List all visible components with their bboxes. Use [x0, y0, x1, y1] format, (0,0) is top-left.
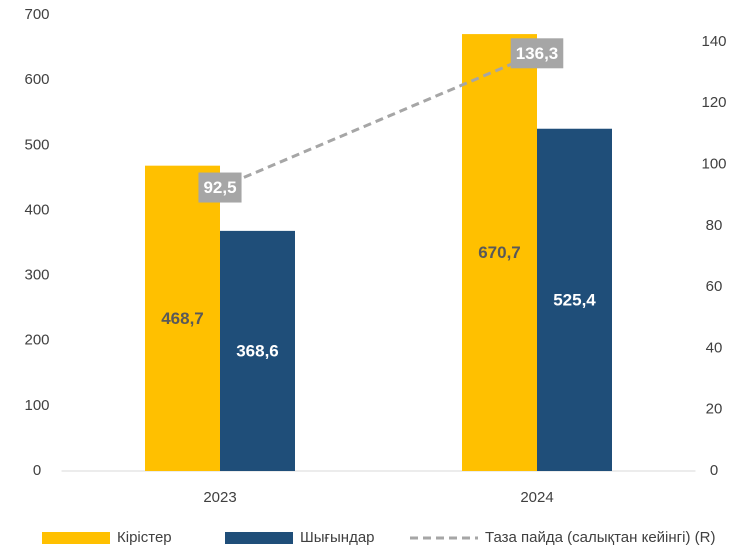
bar: [145, 165, 220, 472]
line-label-box: [510, 38, 564, 69]
legend-label: Шығындар: [300, 529, 375, 546]
bar-label: 368,6: [236, 341, 279, 360]
x-tick-label: 2024: [520, 489, 553, 506]
y2-tick-label: 140: [701, 33, 726, 50]
y-tick-label: 200: [24, 332, 49, 349]
y-tick-label: 400: [24, 201, 49, 218]
y2-tick-label: 20: [706, 401, 723, 418]
legend-label: Кірістер: [117, 529, 172, 546]
y2-tick-label: 40: [706, 339, 723, 356]
y-tick-label: 300: [24, 267, 49, 284]
bar: [220, 230, 295, 471]
bar-label: 670,7: [478, 243, 521, 262]
y2-tick-label: 80: [706, 217, 723, 234]
line-label: 136,3: [516, 44, 559, 63]
legend-swatch: [225, 532, 293, 544]
legend-swatch: [42, 532, 110, 544]
line-label-box: [198, 172, 242, 203]
bar-label: 525,4: [553, 290, 596, 309]
y2-tick-label: 60: [706, 278, 723, 295]
legend-label: Таза пайда (салықтан кейінгі) (R): [485, 529, 715, 546]
y-tick-label: 600: [24, 71, 49, 88]
x-tick-label: 2023: [203, 489, 236, 506]
bar: [462, 34, 537, 472]
y-tick-label: 100: [24, 397, 49, 414]
y2-tick-label: 0: [710, 462, 718, 479]
line: [219, 51, 538, 189]
y-tick-label: 700: [24, 6, 49, 23]
line-label: 92,5: [203, 178, 236, 197]
y2-tick-label: 100: [701, 156, 726, 173]
y-tick-label: 0: [33, 462, 41, 479]
bar-label: 468,7: [161, 309, 204, 328]
y2-tick-label: 120: [701, 94, 726, 111]
y-tick-label: 500: [24, 136, 49, 153]
bar: [537, 128, 612, 471]
